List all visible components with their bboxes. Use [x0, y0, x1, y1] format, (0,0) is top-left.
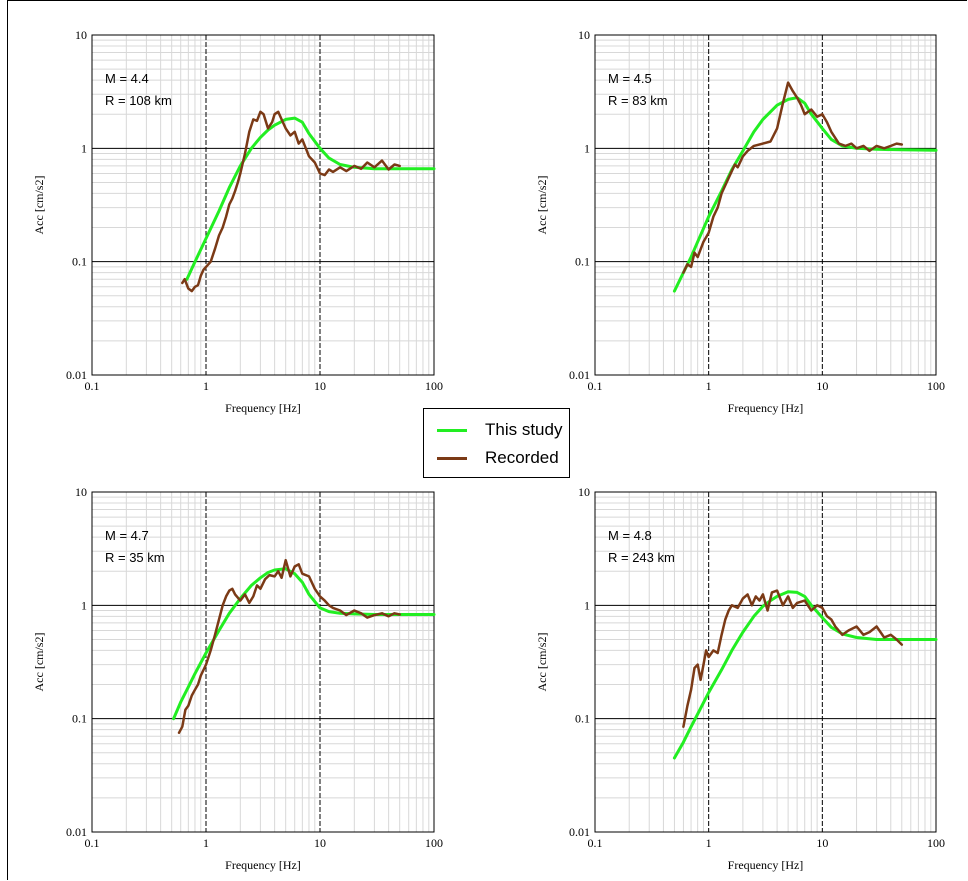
- series-line-recorded: [181, 110, 401, 293]
- y-tick-label: 1: [584, 598, 590, 612]
- annotation-text: R = 108 km: [105, 93, 172, 108]
- annotation-text: M = 4.4: [105, 71, 149, 86]
- annotation-text: R = 83 km: [608, 93, 668, 108]
- y-tick-label: 1: [81, 141, 87, 155]
- series-line-recorded: [682, 589, 904, 728]
- annotation-text: R = 35 km: [105, 550, 165, 565]
- x-tick-label: 0.1: [85, 379, 100, 393]
- y-tick-label: 10: [75, 485, 87, 499]
- y-tick-label: 0.01: [66, 825, 87, 839]
- y-tick-label: 0.1: [575, 712, 590, 726]
- y-tick-label: 0.1: [72, 255, 87, 269]
- y-tick-label: 0.01: [569, 368, 590, 382]
- x-tick-label: 0.1: [588, 836, 603, 850]
- plot-frame: [91, 491, 435, 833]
- y-tick-label: 0.1: [575, 255, 590, 269]
- x-tick-label: 0.1: [85, 836, 100, 850]
- x-tick-label: 10: [314, 379, 326, 393]
- y-tick-label: 10: [75, 28, 87, 42]
- annotation-text: M = 4.7: [105, 528, 149, 543]
- y-tick-label: 1: [81, 598, 87, 612]
- legend-item-this-study: This study: [424, 417, 569, 443]
- x-tick-label: 0.1: [588, 379, 603, 393]
- y-tick-label: 10: [578, 28, 590, 42]
- x-axis-label: Frequency [Hz]: [225, 401, 301, 415]
- annotation-text: M = 4.8: [608, 528, 652, 543]
- y-axis-label: Acc [cm/s2]: [32, 176, 46, 235]
- x-tick-label: 10: [816, 379, 828, 393]
- x-tick-label: 100: [425, 379, 443, 393]
- legend-item-recorded: Recorded: [424, 445, 569, 471]
- plot-frame: [594, 491, 937, 833]
- legend-label-recorded: Recorded: [485, 448, 559, 467]
- plot-frame: [91, 34, 435, 376]
- y-tick-label: 10: [578, 485, 590, 499]
- y-axis-label: Acc [cm/s2]: [535, 633, 549, 692]
- series-line-this-study: [185, 116, 436, 281]
- x-tick-label: 100: [927, 379, 945, 393]
- x-tick-label: 1: [706, 379, 712, 393]
- series-line-recorded: [177, 558, 401, 735]
- x-tick-label: 100: [425, 836, 443, 850]
- x-tick-label: 100: [927, 836, 945, 850]
- y-tick-label: 0.01: [569, 825, 590, 839]
- x-tick-label: 10: [314, 836, 326, 850]
- x-axis-label: Frequency [Hz]: [728, 401, 804, 415]
- x-tick-label: 1: [203, 379, 209, 393]
- legend-swatch-this-study: [437, 429, 467, 432]
- series-line-this-study: [672, 96, 938, 293]
- series-line-recorded: [682, 81, 904, 274]
- x-tick-label: 10: [816, 836, 828, 850]
- x-axis-label: Frequency [Hz]: [225, 858, 301, 872]
- x-tick-label: 1: [706, 836, 712, 850]
- annotation-text: R = 243 km: [608, 550, 675, 565]
- x-tick-label: 1: [203, 836, 209, 850]
- series-line-this-study: [672, 590, 938, 760]
- legend: This study Recorded: [423, 408, 570, 478]
- legend-swatch-recorded: [437, 457, 467, 460]
- legend-label-this-study: This study: [485, 420, 563, 439]
- y-tick-label: 1: [584, 141, 590, 155]
- y-tick-label: 0.01: [66, 368, 87, 382]
- plot-frame: [594, 34, 937, 376]
- y-axis-label: Acc [cm/s2]: [535, 176, 549, 235]
- y-tick-label: 0.1: [72, 712, 87, 726]
- y-axis-label: Acc [cm/s2]: [32, 633, 46, 692]
- annotation-text: M = 4.5: [608, 71, 652, 86]
- figure-border: [7, 0, 967, 880]
- x-axis-label: Frequency [Hz]: [728, 858, 804, 872]
